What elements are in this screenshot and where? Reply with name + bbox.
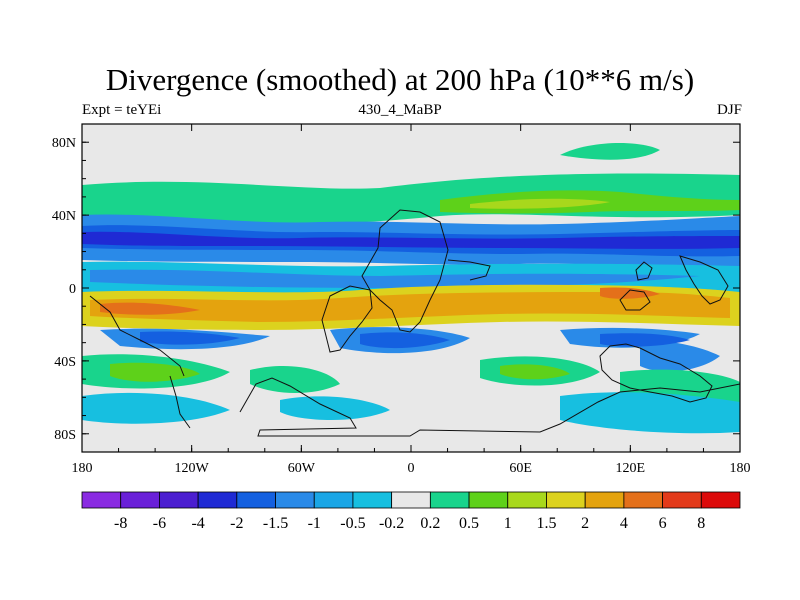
season-label: DJF: [716, 102, 742, 118]
coast-southern-tip: [169, 375, 191, 429]
colorbar-label: 2: [581, 515, 589, 532]
colorbar-label: 1.5: [536, 515, 556, 532]
colorbar-label: 4: [620, 515, 628, 532]
coast-africa: [361, 209, 449, 333]
equatorial-convergence-core: [90, 269, 700, 288]
colorbar-swatch: [81, 491, 122, 509]
arctic-positive-patch: [560, 143, 660, 160]
colorbar-swatch: [507, 491, 547, 509]
x-tick-label: 180: [730, 461, 751, 476]
contour-field: [82, 124, 740, 452]
antarctic-patches: [82, 392, 740, 434]
colorbar-swatch: [546, 491, 586, 509]
colorbar-swatch: [120, 491, 160, 509]
colorbar-swatch: [391, 491, 431, 509]
y-tick-label: 80N: [52, 136, 76, 151]
colorbar-swatch: [352, 491, 393, 509]
x-tick-label: 120E: [616, 461, 646, 476]
colorbar-swatch: [197, 491, 238, 509]
southern-divergence-cores: [110, 362, 570, 382]
colorbar-swatch: [429, 491, 470, 509]
colorbar-label: -0.2: [379, 515, 404, 532]
coast-east-asia: [679, 255, 729, 305]
colorbar-label: -0.5: [340, 515, 365, 532]
y-tick-label: 80S: [54, 428, 76, 443]
colorbar-label: 1: [504, 515, 512, 532]
colorbar-swatch: [275, 491, 315, 509]
colorbar-swatch: [159, 491, 199, 509]
colorbar-label: 0.5: [459, 515, 479, 532]
northern-convergence-peak: [82, 231, 740, 249]
southern-convergence-patches: [100, 327, 720, 372]
colorbar-label: 0.2: [420, 515, 440, 532]
coast-antarctica: [239, 377, 740, 437]
northern-divergence-peak: [470, 198, 610, 209]
experiment-label: Expt = teYEi: [82, 102, 162, 118]
colorbar-swatch: [623, 491, 663, 509]
equatorial-divergence-core: [90, 292, 730, 322]
x-tick-label: 60W: [288, 461, 316, 476]
colorbar-label: -4: [191, 515, 204, 532]
colorbar-label: 6: [659, 515, 667, 532]
x-tick-label: 180: [72, 461, 93, 476]
coast-south-america: [321, 285, 373, 353]
equatorial-divergence-peak: [100, 287, 660, 315]
y-tick-label: 40N: [52, 209, 76, 224]
x-tick-label: 60E: [509, 461, 532, 476]
southern-divergence-patches: [82, 354, 740, 411]
colorbar: -8 -6 -4 -2 -1.5 -1 -0.5 -0.2 0.2 0.5 1 1.5 2 4 6 8: [81, 491, 741, 532]
colorbar-swatch: [700, 491, 741, 509]
chart-title: Divergence (smoothed) at 200 hPa (10**6 …: [105, 62, 695, 97]
coast-maritime: [619, 261, 653, 311]
colorbar-swatch: [468, 491, 509, 509]
colorbar-label: -1.5: [263, 515, 288, 532]
colorbar-label: -6: [153, 515, 166, 532]
y-tick-label: 0: [69, 282, 76, 297]
colorbar-label: -8: [114, 515, 127, 532]
colorbar-swatch: [584, 491, 625, 509]
y-tick-label: 40S: [54, 355, 76, 370]
coast-australia: [599, 343, 713, 403]
coastlines: [89, 209, 740, 437]
coast-arabia: [447, 259, 491, 281]
colorbar-label: -1: [308, 515, 321, 532]
x-tick-label: 120W: [175, 461, 210, 476]
y-axis: 80N 40N 0 40S 80S: [52, 136, 740, 443]
x-axis: 180 120W 60W 0 60E 120E 180: [72, 124, 751, 476]
colorbar-label: -2: [230, 515, 243, 532]
coast-central-america: [89, 295, 185, 377]
colorbar-label: 8: [697, 515, 705, 532]
colorbar-swatch: [662, 491, 702, 509]
x-tick-label: 0: [408, 461, 415, 476]
colorbar-swatch: [313, 491, 354, 509]
run-label: 430_4_MaBP: [358, 102, 442, 118]
southern-convergence-cores: [140, 331, 690, 349]
colorbar-swatch: [236, 491, 276, 509]
